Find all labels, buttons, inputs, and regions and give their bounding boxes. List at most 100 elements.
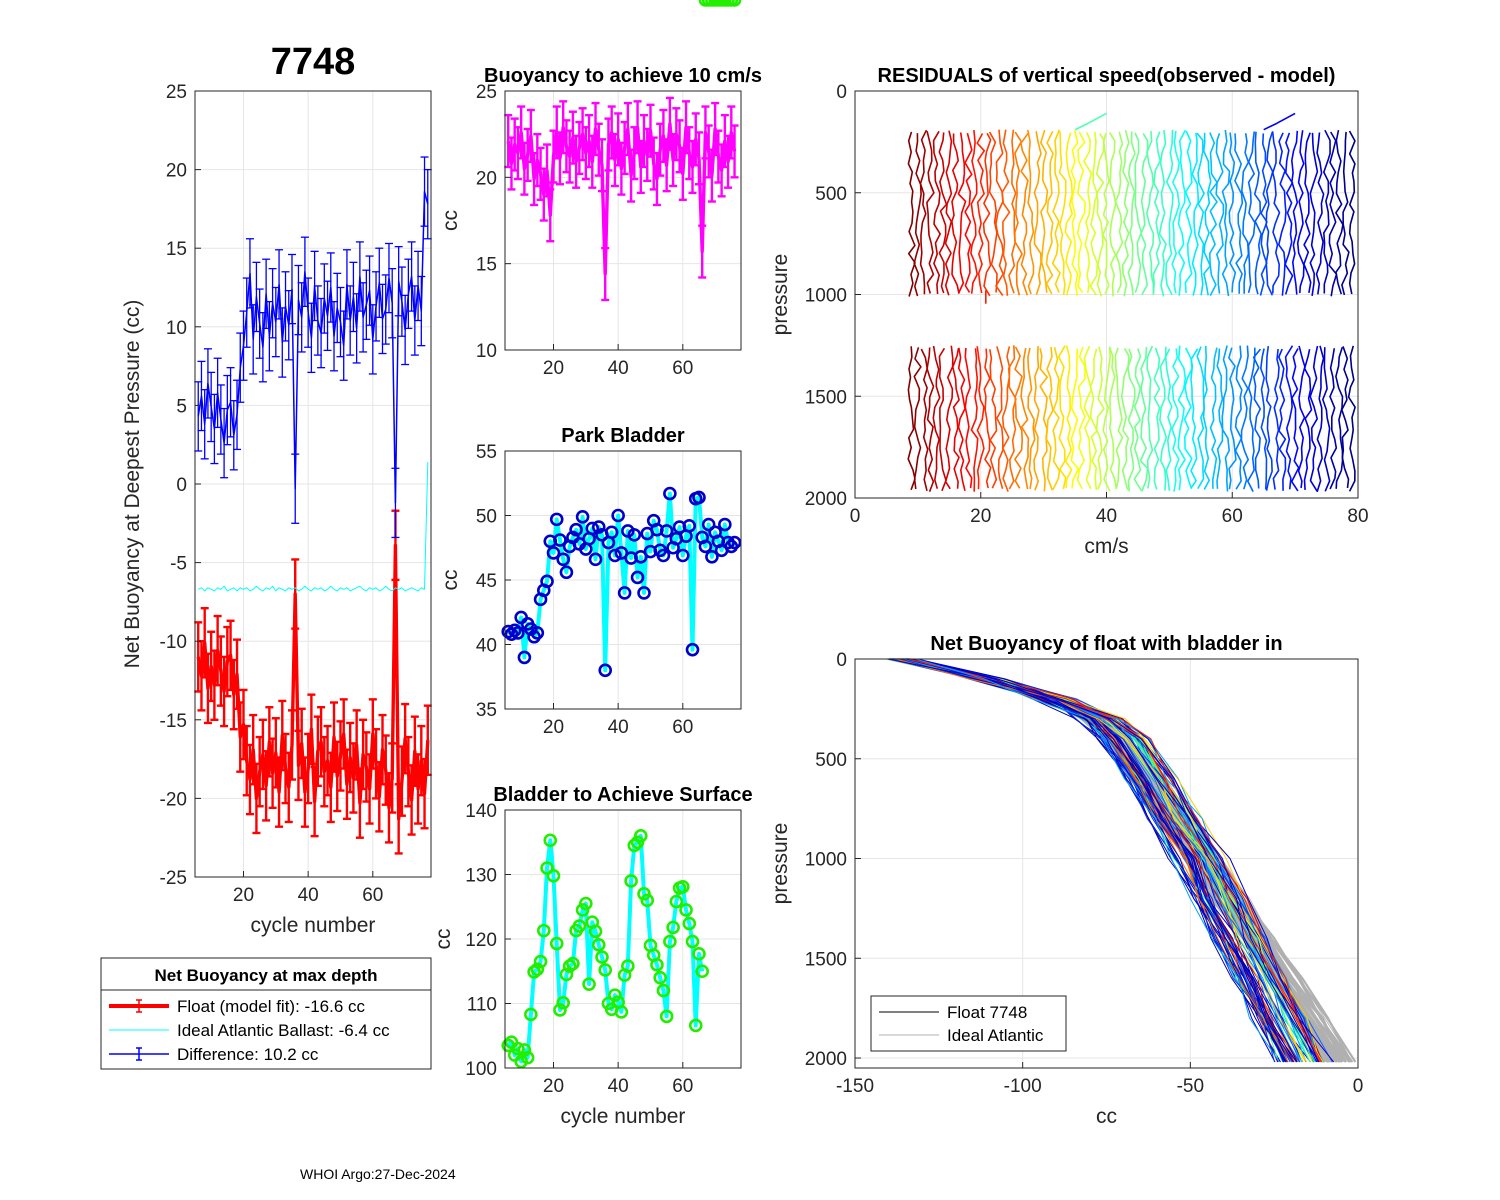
residual-profile-line [944, 345, 954, 490]
residual-profile-line [926, 347, 935, 492]
park-bladder-marker [701, 517, 716, 532]
residual-outlier-line [1263, 112, 1296, 131]
y-tick-label: -10 [160, 632, 187, 653]
residual-profile-line [1316, 345, 1325, 493]
bladder-surface-marker [533, 954, 548, 969]
x-tick-label: 40 [298, 885, 319, 906]
x-tick-label: 20 [543, 358, 564, 379]
residual-profile-line [1120, 347, 1130, 491]
residual-profile-line [1095, 346, 1105, 490]
residual-profile-line [1089, 348, 1098, 491]
x-tick-label: 40 [608, 717, 629, 738]
float-profile-line [915, 658, 1280, 1063]
y-tick-label: 0 [176, 475, 187, 496]
residual-profile-line [989, 349, 998, 489]
residual-profile-line [976, 346, 985, 490]
x-tick-label: -100 [1004, 1076, 1042, 1097]
y-tick-label: 20 [476, 168, 497, 189]
residual-profile-line [1341, 346, 1350, 489]
residual-profile-line [1303, 132, 1312, 294]
y-tick-label: 1500 [805, 387, 847, 408]
residual-profile-line [964, 347, 973, 489]
residual-profile-line [1027, 129, 1035, 295]
residual-profile-line [957, 132, 967, 294]
y-tick-label: 1500 [805, 949, 847, 970]
park-bladder-marker [698, 539, 713, 554]
residual-profile-line [988, 131, 998, 293]
residual-profile-line [920, 348, 929, 491]
residual-profile-line [1315, 132, 1325, 295]
y-tick-label: -5 [170, 554, 187, 575]
bladder-surface-marker [656, 983, 671, 998]
residual-profile-line [1152, 131, 1162, 295]
y-axis-label: Net Buoyancy at Deepest Pressure (cc) [121, 300, 144, 669]
y-tick-label: 500 [815, 184, 847, 205]
x-tick-label: 60 [362, 885, 383, 906]
y-tick-label: 110 [467, 995, 497, 1016]
y-tick-label: 50 [476, 507, 497, 528]
residual-profile-line [1045, 130, 1054, 295]
residual-profile-line [970, 348, 979, 492]
residual-profile-line [1234, 345, 1243, 490]
residual-profile-line [1259, 133, 1268, 296]
bladder-surface-marker [614, 1005, 629, 1019]
bladder-surface-marker [727, 0, 742, 7]
y-tick-label: 45 [476, 571, 497, 592]
residual-profile-line [1215, 133, 1225, 294]
y-tick-label: 35 [476, 700, 497, 721]
bladder-surface-marker [553, 1003, 567, 1017]
residual-profile-line [951, 133, 960, 294]
residual-profile-line [1001, 129, 1011, 296]
legend-entry: Difference: 10.2 cc [177, 1045, 319, 1064]
residual-profile-line [1303, 349, 1313, 490]
float-profile-line [917, 658, 1295, 1063]
residual-profile-line [1221, 129, 1231, 297]
y-tick-label: 25 [166, 82, 187, 103]
residual-profile-line [1228, 132, 1237, 293]
bladder-surface-marker [579, 896, 593, 911]
residual-profile-line [1134, 132, 1143, 293]
footer-credit: WHOI Argo:27-Dec-2024 [300, 1166, 456, 1182]
difference-line [197, 190, 429, 504]
residual-profile-line [1252, 348, 1262, 489]
residual-profile-line [1348, 130, 1356, 295]
residual-profile-line [1329, 348, 1338, 490]
park-bladder-marker [705, 549, 719, 564]
bladder-surface-marker [524, 1007, 538, 1022]
chart-title: Buoyancy to achieve 10 cm/s [484, 65, 762, 87]
bladder-surface-marker [666, 920, 680, 935]
residual-profile-line [1153, 347, 1161, 490]
legend-net-buoyancy: Net Buoyancy at max depth Float (model fi… [100, 957, 432, 1070]
residual-profile-line [932, 345, 941, 489]
residual-profile-line [1133, 348, 1143, 492]
residual-profile-line [1241, 133, 1250, 294]
residual-profile-line [1127, 131, 1136, 296]
axes-frame [504, 90, 742, 351]
float-model-fit-line [196, 543, 430, 821]
residual-profile-line [1146, 345, 1154, 489]
bladder-surface-marker [695, 964, 710, 979]
residual-profile-line [1159, 346, 1168, 491]
x-tick-label: 60 [672, 717, 693, 738]
bladder-surface-marker [546, 868, 561, 883]
residual-profile-line [1309, 345, 1319, 492]
x-tick-label: -150 [836, 1076, 874, 1097]
y-tick-label: 10 [476, 341, 497, 362]
x-tick-label: 20 [233, 885, 254, 906]
park-bladder-marker [727, 535, 742, 550]
park-bladder-marker [540, 574, 554, 589]
legend-entry: Float (model fit): -16.6 cc [177, 997, 366, 1016]
panel-net-buoyancy-bladder-in: Float 7748 Ideal Atlantic -150 -100 -50 0 0 500… [769, 633, 1363, 1128]
residual-profile-line [1070, 348, 1080, 489]
residual-profile-line [1260, 348, 1268, 490]
x-tick-label: 60 [1222, 506, 1243, 527]
bladder-surface-marker [669, 894, 684, 909]
panel-net-buoyancy-deepest: 20 40 60 -25 -20 -15 -10 -5 0 5 10 15 20 25 7748 cycle … [121, 41, 432, 937]
residual-profile-line [1177, 345, 1187, 491]
bladder-surface-marker [688, 1018, 703, 1033]
chart-title: Bladder to Achieve Surface [493, 784, 752, 806]
residual-profile-line [1146, 130, 1155, 294]
bladder-surface-marker [575, 903, 590, 917]
